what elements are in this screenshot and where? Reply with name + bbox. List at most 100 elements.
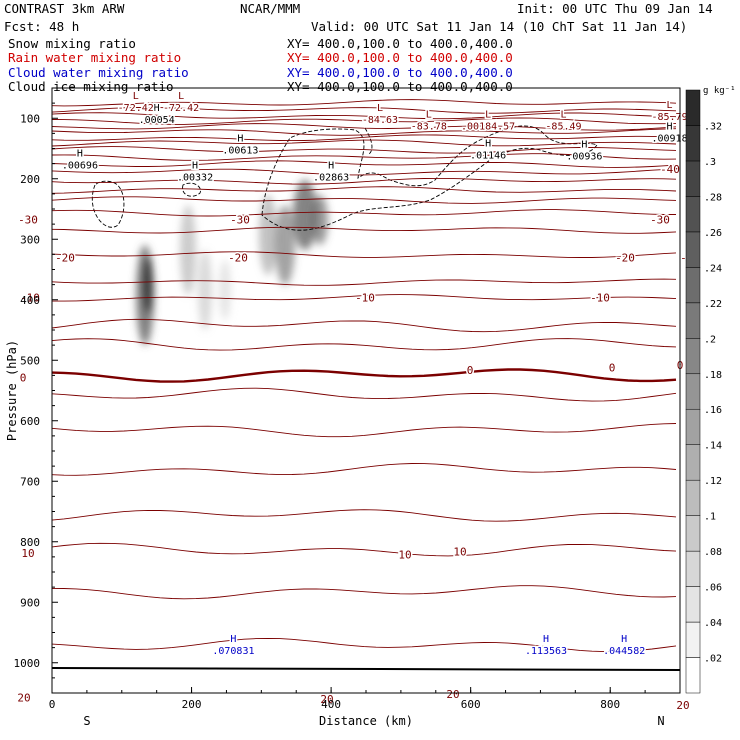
field-xy-cloud-ice: XY= 400.0,100.0 to 400.0,400.0	[287, 79, 513, 94]
colorbar-label: .26	[704, 228, 722, 239]
contour-label: -30	[18, 214, 38, 227]
colorbar-swatch	[685, 89, 701, 126]
x-tick-label: 0	[49, 698, 56, 711]
isotherm-line	[52, 294, 677, 302]
colorbar-swatch	[685, 160, 701, 197]
colorbar-label: .28	[704, 192, 722, 203]
isotherm-line	[51, 226, 677, 234]
y-tick-label: 400	[20, 294, 40, 307]
high-marker: H	[154, 103, 160, 114]
hydrometeor-shading	[136, 180, 328, 345]
high-marker: H	[621, 634, 627, 645]
high-marker: H	[485, 138, 491, 149]
extremum-value: -83.78	[411, 121, 447, 132]
extremum-value: .00613	[222, 145, 258, 156]
isotherm-line	[51, 128, 677, 136]
colorbar-swatch	[685, 231, 701, 268]
colorbar-swatch	[685, 444, 701, 481]
low-marker: L	[426, 109, 432, 120]
x-tick-label: 800	[600, 698, 620, 711]
isotherm-line	[51, 123, 677, 131]
isotherm-line	[51, 387, 677, 402]
extremum-value: -85.79	[651, 112, 687, 123]
colorbar-swatch	[685, 302, 701, 339]
extremum-value: .070831	[212, 646, 254, 657]
y-tick-label: 600	[20, 415, 40, 428]
colorbar-swatch	[685, 515, 701, 552]
y-tick-label: 900	[20, 596, 40, 609]
y-tick-label: 500	[20, 354, 40, 367]
ground-line	[51, 667, 681, 671]
high-marker: H	[192, 161, 198, 172]
south-label: S	[83, 714, 90, 728]
temperature-contour-labels: -80-40-40-30-30-30-30-20-20-20-20-10-10-…	[16, 161, 702, 713]
isotherm-line	[51, 153, 677, 161]
low-marker: L	[667, 100, 673, 111]
isotherm-line	[51, 160, 677, 168]
y-tick-label: 100	[20, 112, 40, 125]
contour-label: -20	[228, 252, 248, 265]
isotherm-line	[51, 637, 677, 653]
colorbar-swatch	[685, 657, 701, 694]
isotherm-line	[51, 134, 677, 142]
isotherm-line	[51, 278, 677, 286]
isotherm-line	[51, 423, 677, 438]
isotherm-line	[51, 106, 677, 114]
extremum-value: -84.63	[362, 115, 398, 126]
high-marker: H	[543, 634, 549, 645]
isotherm-line	[51, 196, 677, 204]
colorbar-label: .04	[704, 618, 722, 629]
colorbar-swatch	[685, 621, 701, 658]
field-xy-snow: XY= 400.0,100.0 to 400.0,400.0	[287, 36, 513, 51]
colorbar-label: .02	[704, 654, 722, 665]
extremum-value: .00332	[177, 173, 213, 184]
field-label-snow: Snow mixing ratio	[8, 36, 136, 51]
isotherm-line	[51, 463, 677, 476]
isotherm-line	[51, 251, 677, 258]
high-marker: H	[328, 161, 334, 172]
contour-label: 0	[20, 371, 27, 384]
x-tick-label: 600	[461, 698, 481, 711]
extremum-value: .00696	[62, 161, 98, 172]
contour-label: -10	[590, 291, 610, 304]
y-tick-label: 300	[20, 233, 40, 246]
high-marker: H	[667, 121, 673, 132]
model-title: CONTRAST 3km ARW	[4, 1, 125, 16]
colorbar-swatch	[685, 338, 701, 375]
valid-time: Valid: 00 UTC Sat 11 Jan 14 (10 ChT Sat …	[311, 19, 688, 34]
isotherm-line	[51, 338, 677, 351]
freezing-level-contour	[51, 368, 677, 383]
colorbar-unit: g kg⁻¹	[703, 86, 736, 96]
contour-label: 20	[17, 691, 30, 704]
extremum-value: .00936	[566, 152, 602, 163]
axes: 0 200 400 600 800100200300400500600700800900…	[5, 87, 681, 728]
colorbar-swatch	[685, 267, 701, 304]
field-label-rain: Rain water mixing ratio	[8, 50, 182, 65]
y-tick-label: 200	[20, 173, 40, 186]
colorbar-label: .24	[704, 263, 722, 274]
low-marker: L	[485, 109, 491, 120]
colorbar-label: .22	[704, 299, 722, 310]
colorbar-swatch	[685, 373, 701, 410]
contour-label: -40	[660, 163, 680, 176]
colorbar-swatch	[685, 408, 701, 445]
colorbar-label: .16	[704, 405, 722, 416]
colorbar-swatch	[685, 479, 701, 516]
colorbar-label: .3	[704, 157, 716, 168]
north-label: N	[657, 714, 664, 728]
cloud-ice-contours	[91, 125, 598, 231]
extremum-value: .00918	[651, 133, 687, 144]
high-marker: H	[237, 133, 243, 144]
x-tick-label: 400	[321, 698, 341, 711]
high-marker: H	[581, 140, 587, 151]
contour-label: 10	[21, 547, 34, 560]
extremum-value: .00184.57	[461, 121, 515, 132]
isotherm-line	[51, 585, 677, 600]
extremum-value: -85.49	[545, 121, 581, 132]
forecast-hour: Fcst: 48 h	[4, 19, 80, 34]
x-tick-label: 200	[182, 698, 202, 711]
extremum-value: .00054	[139, 115, 175, 126]
low-marker: L	[178, 91, 184, 102]
isotherm-line	[51, 117, 677, 125]
